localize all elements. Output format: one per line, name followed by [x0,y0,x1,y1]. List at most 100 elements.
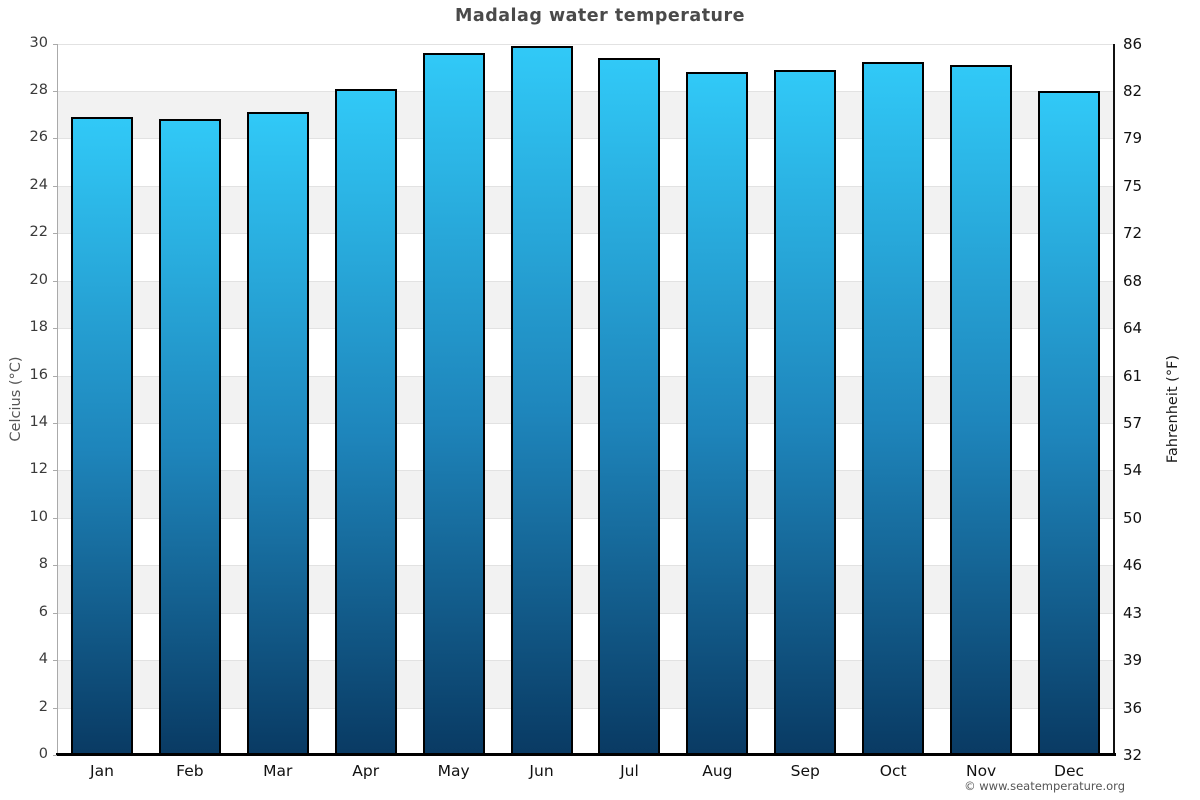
left-tick-mark [53,328,57,330]
left-tick-mark [53,185,57,187]
y-tick-label-fahrenheit: 64 [1123,319,1143,338]
chart-title: Madalag water temperature [454,6,746,26]
x-tick-label-jun: Jun [529,762,554,780]
gridline [58,565,1113,567]
left-tick-mark [53,90,57,92]
gridline [58,138,1113,140]
bar-jun [510,45,573,755]
y-tick-label-fahrenheit: 61 [1123,366,1143,385]
grid-band [58,280,1113,329]
gridline [58,185,1113,187]
left-tick-mark [53,660,57,662]
gridline [58,707,1113,709]
y-tick-label-celsius: 4 [38,651,48,668]
left-tick-mark [53,43,57,45]
gridline [58,375,1113,377]
y-tick-label-celsius: 6 [38,603,48,620]
left-tick-mark [53,565,57,567]
y-tick-label-celsius: 28 [29,81,48,98]
y-tick-label-fahrenheit: 82 [1123,81,1143,100]
grid-band [58,185,1113,234]
left-tick-mark [53,138,57,140]
y-tick-label-celsius: 2 [38,698,48,715]
gridline [58,612,1113,614]
x-tick-label-nov: Nov [965,762,997,780]
left-tick-mark [53,280,57,282]
y-tick-label-fahrenheit: 79 [1123,129,1143,148]
plot-area [58,43,1113,755]
copyright-link[interactable]: © www.seatemperature.org [964,779,1125,793]
y-tick-label-celsius: 8 [38,556,48,573]
x-tick-label-jan: Jan [90,762,114,780]
y-tick-label-fahrenheit: 43 [1123,603,1143,622]
y-tick-label-fahrenheit: 39 [1123,651,1143,670]
y-tick-label-celsius: 12 [29,461,48,478]
x-tick-label-may: May [437,762,470,780]
right-axis-spine [1113,43,1115,755]
left-tick-mark [53,233,57,235]
gridline [58,280,1113,282]
gridline [58,90,1113,92]
y-tick-label-celsius: 20 [29,271,48,288]
x-tick-label-jul: Jul [620,762,639,780]
left-tick-mark [53,422,57,424]
gridline [58,422,1113,424]
y-tick-label-fahrenheit: 54 [1123,461,1143,480]
y-tick-label-celsius: 0 [38,746,48,762]
y-axis-title-fahrenheit: Fahrenheit (°F) [1165,355,1181,464]
y-tick-label-celsius: 30 [29,34,48,51]
left-tick-mark [53,470,57,472]
y-tick-label-fahrenheit: 68 [1123,271,1143,290]
grid-band [58,565,1113,613]
y-tick-label-celsius: 16 [29,366,48,383]
y-tick-label-fahrenheit: 46 [1123,556,1143,575]
gridline [58,233,1113,235]
left-tick-mark [53,375,57,377]
gridline [58,470,1113,472]
bar-may [422,52,485,755]
grid-band [58,470,1113,518]
bar-jul [598,57,661,755]
grid-band [58,375,1113,423]
y-tick-label-celsius: 14 [29,413,48,430]
y-tick-label-fahrenheit: 75 [1123,176,1143,195]
y-tick-label-celsius: 22 [29,224,48,241]
x-tick-label-feb: Feb [176,762,204,780]
bar-aug [686,71,749,755]
y-tick-label-fahrenheit: 50 [1123,508,1143,527]
bar-mar [246,112,309,755]
y-tick-label-celsius: 26 [29,129,48,146]
x-tick-label-sep: Sep [790,762,820,780]
y-tick-label-fahrenheit: 57 [1123,413,1143,432]
y-tick-label-celsius: 18 [29,319,48,336]
bar-dec [1038,90,1101,755]
y-axis-title-celsius: Celcius (°C) [8,356,24,442]
gridline [58,43,1113,45]
x-tick-label-dec: Dec [1054,762,1085,780]
y-tick-label-celsius: 10 [29,508,48,525]
y-tick-label-fahrenheit: 36 [1123,698,1143,717]
x-axis-line [56,753,1116,756]
y-tick-label-fahrenheit: 32 [1123,746,1143,764]
bar-nov [950,64,1013,755]
bar-feb [158,119,221,755]
left-tick-mark [53,707,57,709]
left-axis-spine [57,43,58,755]
y-tick-label-celsius: 24 [29,176,48,193]
y-tick-label-fahrenheit: 86 [1123,34,1143,53]
x-tick-label-oct: Oct [879,762,907,780]
gridline [58,328,1113,330]
y-tick-label-fahrenheit: 72 [1123,224,1143,243]
left-tick-mark [53,612,57,614]
gridline [58,660,1113,662]
x-tick-label-aug: Aug [702,762,733,780]
bar-oct [862,62,925,755]
left-tick-mark [53,755,57,756]
grid-band [58,90,1113,139]
grid-band [58,660,1113,708]
bar-jan [70,117,133,755]
gridline [58,517,1113,519]
bar-sep [774,69,837,755]
x-tick-label-mar: Mar [263,762,293,780]
